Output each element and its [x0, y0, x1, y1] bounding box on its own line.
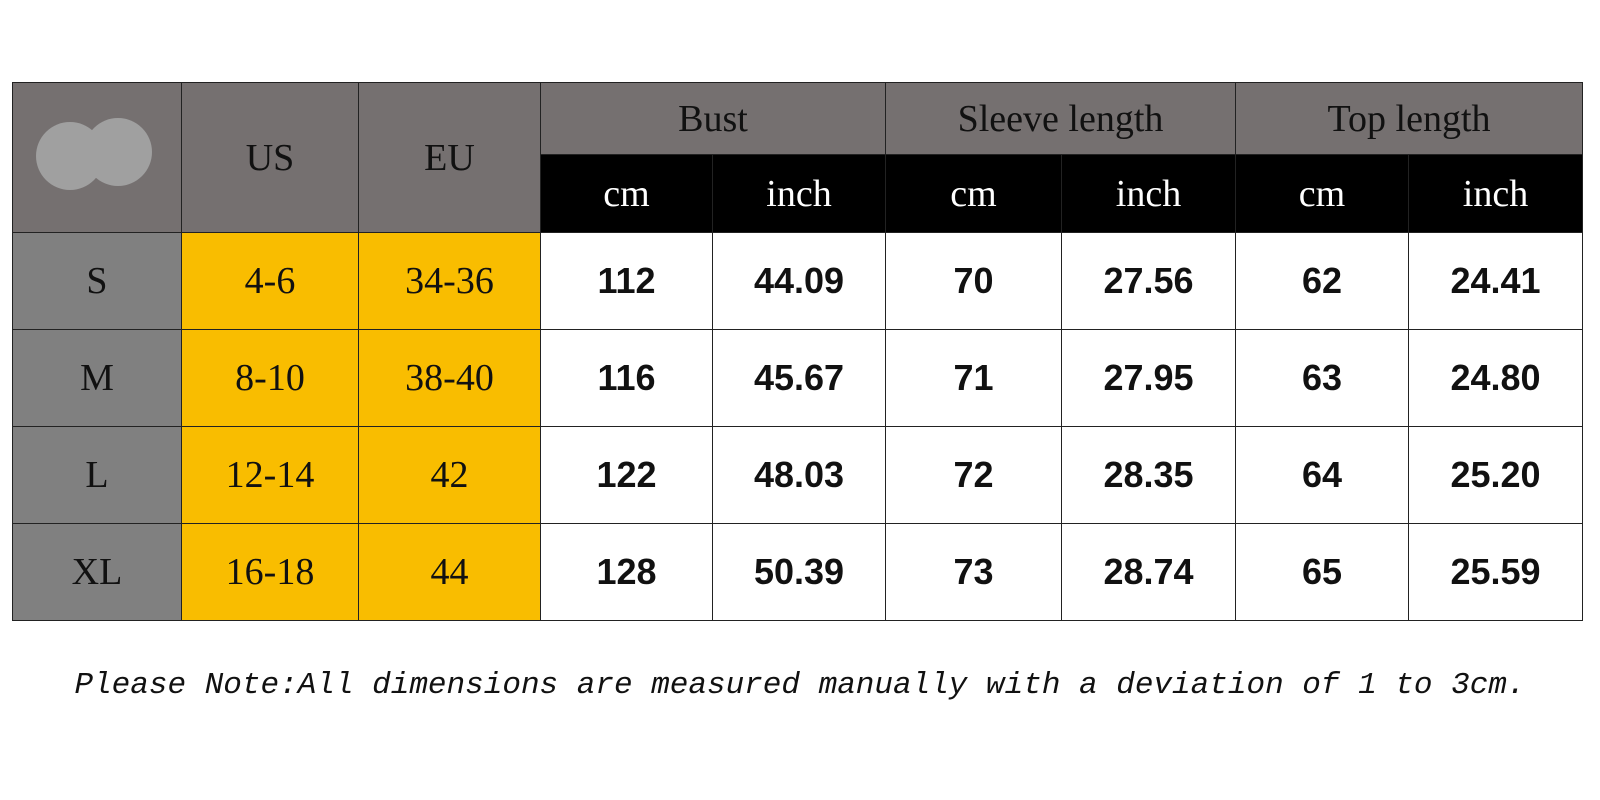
logo-cell — [12, 82, 182, 233]
group-header: Sleeve length — [885, 82, 1236, 155]
value-cell: 65 — [1235, 523, 1409, 621]
size-cell: XL — [12, 523, 182, 621]
unit-header: cm — [540, 154, 713, 233]
size-cell: L — [12, 426, 182, 524]
value-cell: 24.80 — [1408, 329, 1583, 427]
logo — [36, 117, 152, 190]
value-cell: 128 — [540, 523, 713, 621]
us-cell: 12-14 — [181, 426, 359, 524]
value-cell: 48.03 — [712, 426, 886, 524]
value-cell: 24.41 — [1408, 232, 1583, 330]
value-cell: 64 — [1235, 426, 1409, 524]
eu-cell: 42 — [358, 426, 541, 524]
value-cell: 116 — [540, 329, 713, 427]
header-cell: US — [181, 82, 359, 233]
value-cell: 27.56 — [1061, 232, 1236, 330]
unit-header: cm — [1235, 154, 1409, 233]
value-cell: 25.20 — [1408, 426, 1583, 524]
value-cell: 63 — [1235, 329, 1409, 427]
value-cell: 112 — [540, 232, 713, 330]
eu-cell: 38-40 — [358, 329, 541, 427]
value-cell: 45.67 — [712, 329, 886, 427]
eu-cell: 34-36 — [358, 232, 541, 330]
value-cell: 28.35 — [1061, 426, 1236, 524]
value-cell: 72 — [885, 426, 1062, 524]
us-cell: 4-6 — [181, 232, 359, 330]
unit-header: inch — [1061, 154, 1236, 233]
unit-header: cm — [885, 154, 1062, 233]
header-cell: EU — [358, 82, 541, 233]
value-cell: 27.95 — [1061, 329, 1236, 427]
value-cell: 25.59 — [1408, 523, 1583, 621]
unit-header: inch — [1408, 154, 1583, 233]
us-cell: 8-10 — [181, 329, 359, 427]
eu-cell: 44 — [358, 523, 541, 621]
value-cell: 28.74 — [1061, 523, 1236, 621]
value-cell: 62 — [1235, 232, 1409, 330]
value-cell: 73 — [885, 523, 1062, 621]
value-cell: 44.09 — [712, 232, 886, 330]
us-cell: 16-18 — [181, 523, 359, 621]
note: Please Note:All dimensions are measured … — [74, 668, 1526, 703]
value-cell: 70 — [885, 232, 1062, 330]
unit-header: inch — [712, 154, 886, 233]
size-cell: S — [12, 232, 182, 330]
logo-circle — [84, 117, 152, 186]
group-header: Top length — [1235, 82, 1583, 155]
group-header: Bust — [540, 82, 886, 155]
value-cell: 71 — [885, 329, 1062, 427]
value-cell: 50.39 — [712, 523, 886, 621]
value-cell: 122 — [540, 426, 713, 524]
size-cell: M — [12, 329, 182, 427]
